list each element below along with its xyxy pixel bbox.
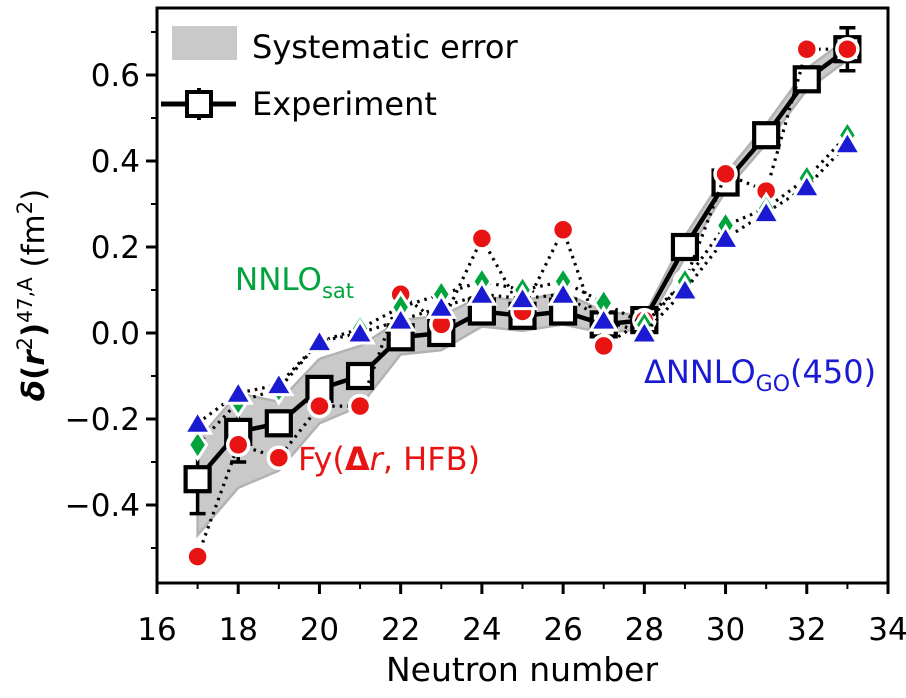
legend-band-label: Systematic error	[252, 28, 518, 66]
y-tick-label: −0.4	[65, 488, 140, 524]
ylabel-close2: )	[16, 189, 52, 201]
legend-band-swatch	[172, 26, 237, 60]
experiment-marker	[752, 121, 781, 150]
fy-marker	[591, 333, 616, 359]
dnnlo-go-marker	[547, 279, 579, 306]
legend-experiment-marker	[185, 90, 213, 118]
ylabel-open: (	[16, 366, 52, 380]
fy-marker	[550, 217, 576, 243]
dnnlo-go-marker	[506, 283, 539, 311]
x-tick-label: 32	[787, 612, 826, 648]
dnnlo-go-marker	[425, 292, 457, 319]
fy-marker	[185, 544, 210, 569]
ylabel-sup-mass: 47,A	[13, 277, 37, 323]
fy-marker	[266, 445, 292, 470]
x-tick-label: 34	[868, 612, 906, 648]
experiment-marker	[345, 361, 375, 391]
legend-experiment-label: Experiment	[252, 85, 437, 123]
ylabel-sup-r: 2	[13, 337, 37, 350]
fy-marker	[307, 393, 332, 419]
annotation-fy-delta: Δ	[345, 440, 370, 478]
y-tick-label: 0.6	[91, 58, 140, 94]
plot-frame	[155, 6, 890, 585]
y-tick-label: 0.4	[91, 144, 140, 180]
fy-marker	[835, 36, 860, 62]
fy-marker	[794, 36, 820, 62]
legend-experiment-swatch	[161, 88, 236, 120]
x-axis-label: Neutron number	[386, 650, 659, 689]
x-tick-label: 18	[218, 612, 257, 648]
x-tick-label: 28	[625, 612, 664, 648]
annotation-dnnlo-go: ΔNNLOGO(450)	[644, 353, 876, 397]
experiment-marker	[264, 409, 293, 438]
ylabel-close1: )	[16, 323, 52, 337]
fy-marker	[713, 161, 738, 187]
annotation-fy-p4: , HFB)	[383, 440, 480, 478]
annotation-fy: Fy(Δr, HFB)	[298, 440, 480, 478]
annotation-dnnlo-sub: GO	[756, 372, 790, 397]
fy-marker	[469, 226, 495, 251]
fy-series	[185, 36, 860, 569]
annotation-fy-p1: Fy(	[298, 440, 345, 478]
x-tick-label: 30	[706, 612, 745, 648]
annotation-nnlo-sat-sub: sat	[322, 279, 354, 303]
dnnlo-go-marker	[181, 408, 214, 435]
dnnlo-go-marker	[709, 223, 742, 250]
annotation-dnnlo-post: (450)	[790, 353, 876, 391]
dnnlo-go-marker	[588, 305, 620, 332]
dnnlo-go-marker	[628, 318, 660, 345]
ylabel-sup-unit: 2	[13, 201, 37, 214]
x-tick-label: 24	[462, 612, 501, 648]
x-tick-label: 16	[137, 612, 176, 648]
dnnlo-go-marker	[385, 305, 417, 332]
annotation-dnnlo-pre: ΔNNLO	[644, 353, 756, 391]
nnlo-sat-line	[196, 134, 849, 446]
y-tick-label: 0.0	[91, 316, 140, 352]
fy-marker	[347, 393, 373, 419]
nnlo-sat-marker	[186, 428, 209, 462]
dnnlo-go-marker	[791, 171, 823, 199]
annotation-nnlo-sat-main: NNLO	[235, 262, 322, 298]
dnnlo-go-marker	[750, 197, 782, 225]
plot-area: 16 18 20 22 24 26 28 30 32 34 −0.4 −0.2 0.0 0.2 0.4 0.6	[65, 6, 906, 648]
ylabel-delta: δ	[16, 380, 52, 401]
dnnlo-go-marker	[263, 369, 295, 397]
experiment-marker	[670, 232, 700, 262]
dnnlo-go-marker	[831, 128, 864, 156]
dnnlo-go-marker	[466, 279, 498, 306]
dnnlo-go-series	[181, 128, 864, 435]
dnnlo-go-marker	[303, 326, 336, 354]
y-tick-label: 0.2	[91, 230, 140, 266]
annotation-nnlo-sat: NNLOsat	[235, 262, 354, 303]
dnnlo-go-marker	[669, 275, 701, 302]
svg-text:δ(r2)47,A (fm2): δ(r2)47,A (fm2)	[13, 189, 52, 401]
axis-ticks: 16 18 20 22 24 26 28 30 32 34 −0.4 −0.2 0.0 0.2 0.4 0.6	[65, 31, 906, 648]
dnnlo-go-marker	[344, 318, 376, 345]
x-tick-label: 26	[543, 612, 582, 648]
y-tick-label: −0.2	[65, 402, 140, 438]
ylabel-unit-open: (fm	[16, 214, 52, 277]
dnnlo-go-marker	[222, 378, 254, 405]
y-axis-label: δ(r2)47,A (fm2)	[13, 189, 52, 401]
fy-marker	[225, 432, 251, 458]
annotation-fy-r: r	[370, 440, 385, 478]
experiment-marker	[183, 465, 212, 494]
legend: Systematic error Experiment	[161, 26, 518, 123]
x-tick-label: 20	[300, 612, 339, 648]
x-tick-label: 22	[381, 612, 420, 648]
ylabel-r: r	[16, 349, 52, 366]
